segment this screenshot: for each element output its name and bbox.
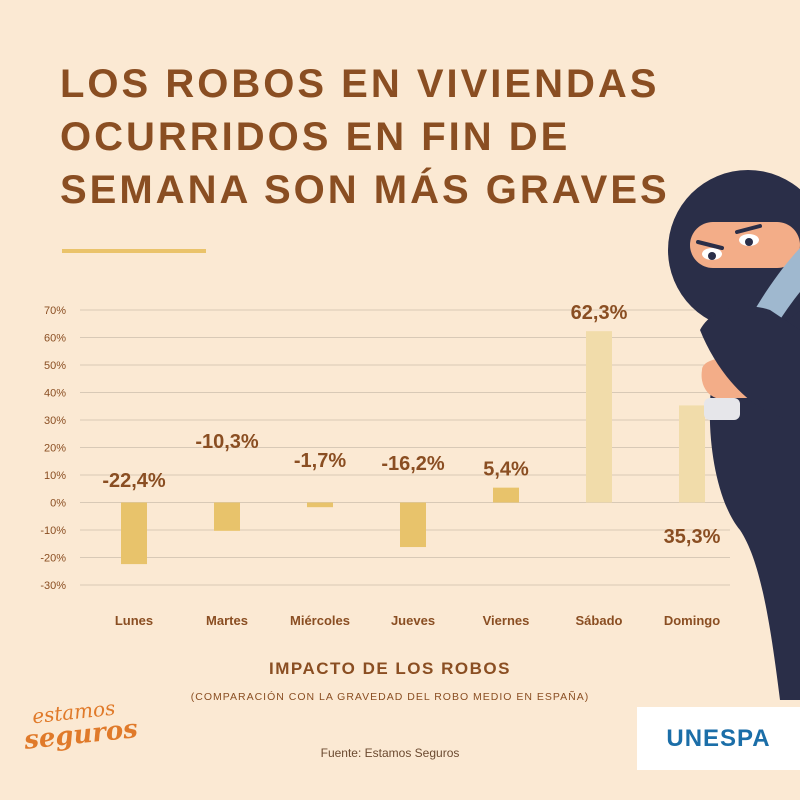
y-axis-labels: -30% -20% -10% 0% 10% 20% 30% 40% 50% 60% 70% — [40, 305, 66, 592]
y-tick-label: 60% — [44, 333, 66, 345]
bar-martes — [214, 502, 240, 531]
x-tick-label: Domingo — [664, 613, 720, 628]
source-note: Fuente: Estamos Seguros — [320, 746, 460, 760]
y-tick-label: -30% — [40, 580, 66, 592]
bars — [121, 331, 705, 565]
x-tick-label: Lunes — [115, 613, 153, 628]
bar-lunes — [121, 502, 147, 565]
y-tick-label: -20% — [40, 553, 66, 565]
page-title: LOS ROBOS EN VIVIENDAS OCURRIDOS EN FIN … — [60, 62, 670, 212]
data-label: 35,3% — [664, 526, 721, 548]
bar-domingo — [679, 405, 705, 503]
y-tick-label: 10% — [44, 470, 66, 482]
x-tick-label: Miércoles — [290, 613, 350, 628]
data-label: 62,3% — [571, 302, 628, 324]
bar-miércoles — [307, 502, 333, 508]
data-label: -22,4% — [102, 470, 166, 492]
data-label: -16,2% — [381, 453, 445, 475]
data-labels: -22,4% -10,3% -1,7% -16,2% 5,4% 62,3% 35,3% — [102, 302, 720, 548]
bar-jueves — [400, 502, 426, 548]
data-label: 5,4% — [483, 459, 529, 481]
y-tick-label: 0% — [50, 498, 66, 510]
x-tick-label: Jueves — [391, 613, 435, 628]
data-label: -10,3% — [195, 431, 259, 453]
y-tick-label: 30% — [44, 415, 66, 427]
bar-sábado — [586, 331, 612, 503]
x-tick-label: Martes — [206, 613, 248, 628]
x-axis-labels: Lunes Martes Miércoles Jueves Viernes Sábado D… — [115, 613, 720, 628]
title-underline — [62, 249, 206, 253]
bar-viernes — [493, 487, 519, 503]
unespa-logo: UNESPA — [637, 707, 800, 770]
x-tick-label: Sábado — [576, 613, 623, 628]
chart-subtitle: (COMPARACIÓN CON LA GRAVEDAD DEL ROBO ME… — [190, 691, 590, 703]
x-tick-label: Viernes — [483, 613, 530, 628]
data-label: -1,7% — [294, 450, 346, 472]
y-tick-label: 40% — [44, 388, 66, 400]
chart-xlabel: IMPACTO DE LOS ROBOS — [269, 659, 511, 678]
y-tick-label: 50% — [44, 360, 66, 372]
y-tick-label: -10% — [40, 525, 66, 537]
y-tick-label: 20% — [44, 443, 66, 455]
estamos-seguros-logo: estamos seguros — [22, 695, 140, 756]
y-tick-label: 70% — [44, 305, 66, 317]
